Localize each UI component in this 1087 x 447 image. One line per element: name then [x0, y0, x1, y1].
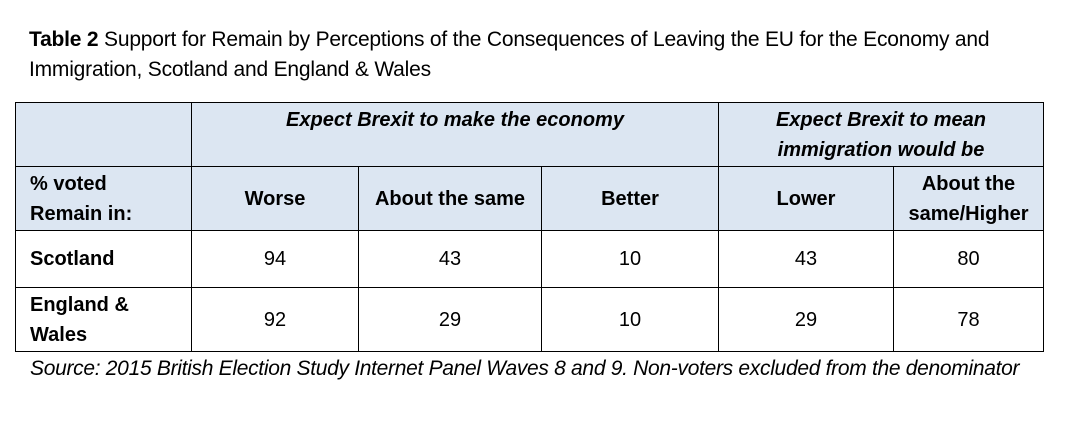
- group-header-immigration: Expect Brexit to mean immigration would …: [718, 102, 1044, 167]
- column-header-same-higher: About the same/Higher: [893, 166, 1044, 231]
- cell-value: 10: [541, 230, 719, 288]
- row-label-header: % voted Remain in:: [15, 166, 192, 231]
- column-header-lower: Lower: [718, 166, 894, 231]
- column-header-about-same-economy: About the same: [358, 166, 542, 231]
- cell-value: 92: [191, 287, 359, 352]
- cell-value: 29: [358, 287, 542, 352]
- cell-value: 43: [358, 230, 542, 288]
- cell-value: 29: [718, 287, 894, 352]
- table-row: England & Wales 92 29 10 29 78: [15, 287, 1044, 352]
- remain-support-table: Expect Brexit to make the economy Expect…: [15, 102, 1044, 352]
- source-note: Source: 2015 British Election Study Inte…: [30, 357, 1020, 380]
- cell-value: 94: [191, 230, 359, 288]
- table-caption: Table 2 Support for Remain by Perception…: [29, 25, 1029, 85]
- table-number: Table 2: [29, 28, 99, 51]
- empty-corner-cell: [15, 102, 192, 167]
- cell-value: 80: [893, 230, 1044, 288]
- group-header-row: Expect Brexit to make the economy Expect…: [15, 102, 1044, 167]
- column-header-row: % voted Remain in: Worse About the same …: [15, 166, 1044, 231]
- row-label-scotland: Scotland: [15, 230, 192, 288]
- table-row: Scotland 94 43 10 43 80: [15, 230, 1044, 288]
- cell-value: 10: [541, 287, 719, 352]
- row-label-england-wales: England & Wales: [15, 287, 192, 352]
- group-header-economy: Expect Brexit to make the economy: [191, 102, 719, 167]
- table-title: Support for Remain by Perceptions of the…: [29, 28, 990, 81]
- cell-value: 43: [718, 230, 894, 288]
- column-header-worse: Worse: [191, 166, 359, 231]
- column-header-better: Better: [541, 166, 719, 231]
- cell-value: 78: [893, 287, 1044, 352]
